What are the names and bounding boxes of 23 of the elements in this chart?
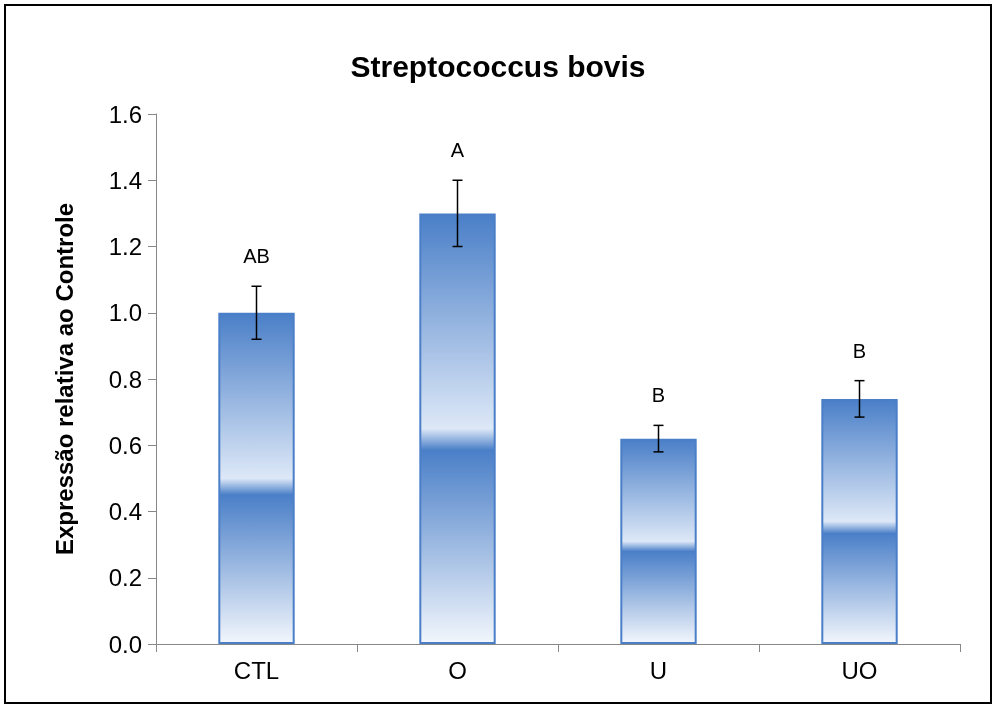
x-tick-label: UO: [841, 656, 878, 684]
bar: [620, 438, 697, 644]
y-tick-label: 0.2: [108, 564, 142, 592]
x-tick-label: O: [448, 656, 467, 684]
bar: [419, 213, 496, 644]
y-tick-label: 0.4: [108, 498, 142, 525]
chart-title: Streptococcus bovis: [350, 49, 646, 83]
y-tick-label: 0.6: [108, 431, 142, 459]
y-tick-label: 0.0: [108, 630, 142, 658]
x-tick-label: CTL: [233, 656, 280, 684]
y-tick-label: 1.4: [108, 166, 142, 194]
annotation: B: [852, 339, 867, 362]
y-tick-label: 1.0: [108, 299, 142, 327]
annotation: A: [450, 139, 465, 162]
bar: [821, 398, 898, 644]
annotation: AB: [243, 245, 270, 268]
bar: [218, 312, 295, 644]
y-tick-label: 1.2: [108, 233, 142, 260]
y-tick-label: 1.6: [108, 100, 142, 128]
annotation: B: [651, 384, 666, 407]
y-axis-title: Expressão relativa ao Controle: [50, 202, 78, 556]
y-tick-label: 0.8: [108, 365, 142, 393]
x-tick-label: U: [649, 656, 668, 684]
